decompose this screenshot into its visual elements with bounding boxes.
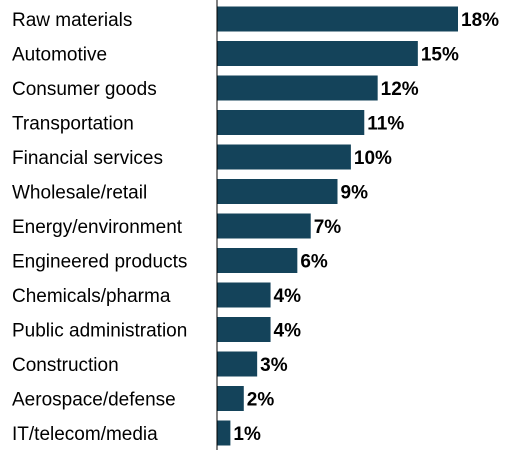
category-label: Raw materials: [12, 10, 132, 31]
category-label: Financial services: [12, 148, 163, 169]
category-label: Transportation: [12, 114, 134, 135]
value-labels: 18%15%12% 11% 10% 9% 7% 6% 4% 4% 3% 2% 1%: [233, 10, 499, 445]
bar: [217, 41, 418, 66]
value-label: 3%: [260, 355, 288, 376]
value-label: 18%: [461, 10, 499, 31]
value-label: 6%: [300, 252, 328, 273]
bar: [217, 248, 298, 273]
value-label: 9%: [341, 183, 369, 204]
category-label: Consumer goods: [12, 79, 157, 100]
value-label: 7%: [314, 217, 342, 238]
value-label: 12%: [381, 79, 419, 100]
category-label: Public administration: [12, 321, 187, 342]
category-label: Wholesale/retail: [12, 183, 147, 204]
category-label: Engineered products: [12, 252, 187, 273]
bar: [217, 110, 365, 135]
value-label: 4%: [274, 286, 302, 307]
category-label: Automotive: [12, 45, 107, 66]
value-label: 15%: [421, 45, 459, 66]
value-label: 1%: [233, 424, 261, 445]
bar: [217, 317, 271, 342]
bar: [217, 282, 271, 308]
bar: [217, 144, 351, 170]
value-label: 10%: [354, 148, 392, 169]
bar: [217, 75, 378, 101]
category-label: Energy/environment: [12, 217, 183, 238]
category-label: IT/telecom/media: [12, 424, 158, 445]
category-label: Chemicals/pharma: [12, 286, 171, 307]
value-label: 4%: [274, 321, 302, 342]
bar: [217, 179, 338, 204]
bar: [217, 213, 311, 239]
bar: [217, 420, 231, 446]
bar: [217, 6, 458, 32]
category-label: Construction: [12, 355, 119, 376]
bars: [217, 6, 458, 446]
category-label: Aerospace/defense: [12, 390, 176, 411]
value-label: 11%: [367, 114, 404, 135]
bar: [217, 386, 244, 411]
value-label: 2%: [247, 390, 275, 411]
category-labels: Raw materials Automotive Consumer goods Tra…: [12, 10, 187, 445]
bar: [217, 351, 258, 377]
